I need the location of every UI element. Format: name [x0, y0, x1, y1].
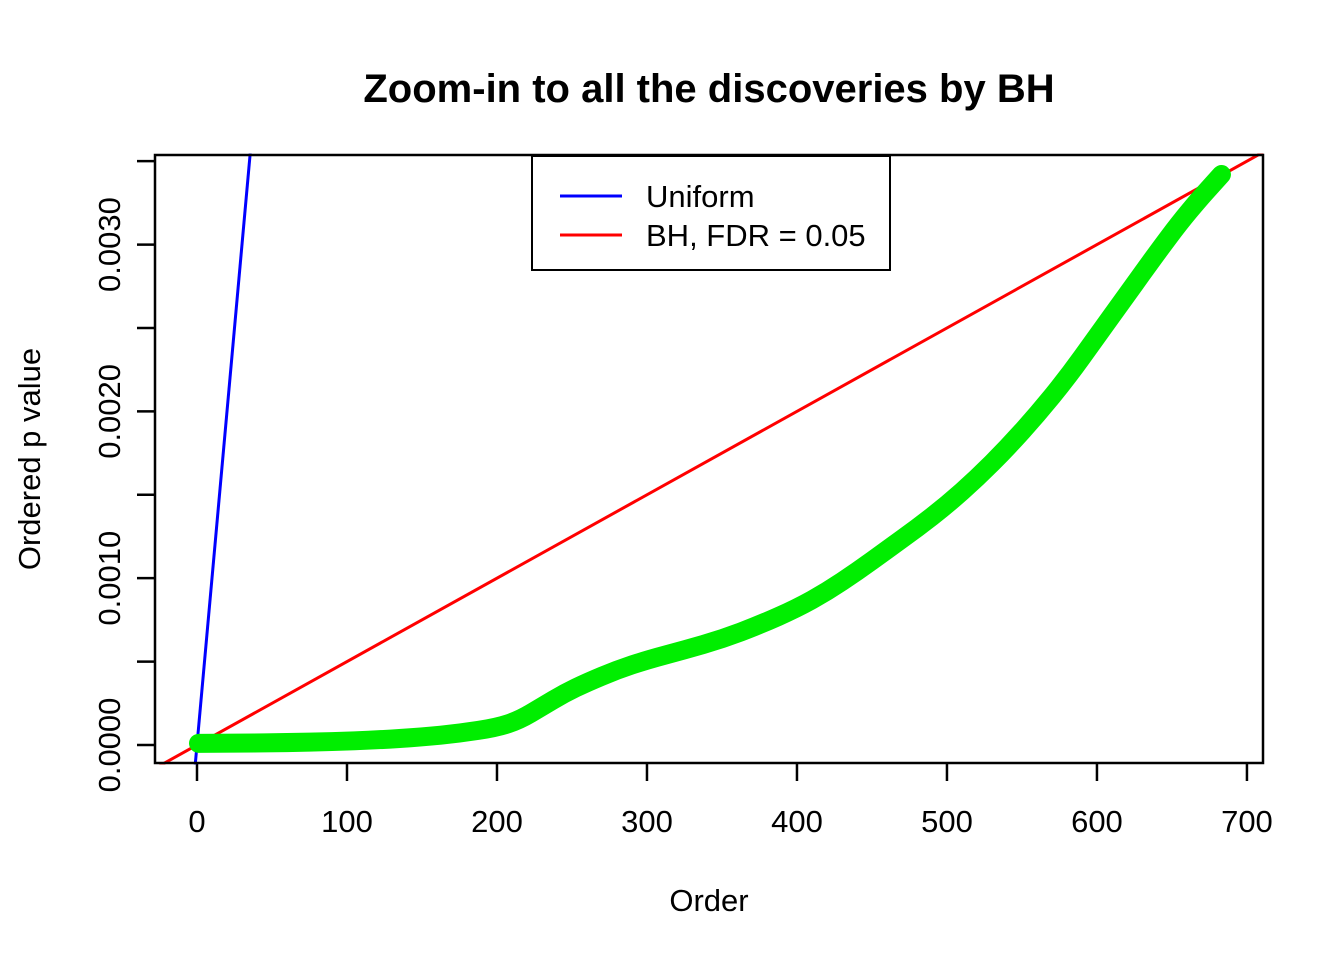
x-tick-label: 700 — [1221, 804, 1273, 839]
x-tick-label: 600 — [1071, 804, 1123, 839]
y-tick-label: 0.0000 — [92, 698, 127, 793]
legend-label-uniform: Uniform — [646, 179, 755, 214]
x-tick-label: 300 — [621, 804, 673, 839]
y-tick-label: 0.0020 — [92, 364, 127, 459]
x-axis-title: Order — [669, 883, 748, 918]
x-tick-label: 0 — [188, 804, 205, 839]
x-tick-label: 100 — [321, 804, 373, 839]
x-tick-label: 400 — [771, 804, 823, 839]
y-axis-ticks: 0.0000 0.0010 0.0020 0.0030 — [92, 159, 155, 793]
legend-box — [531, 155, 891, 271]
series-line-bh-fdr-0-05 — [158, 153, 1264, 765]
series-line-uniform — [193, 153, 252, 765]
legend-label-bh: BH, FDR = 0.05 — [646, 218, 866, 253]
plot-series — [158, 153, 1264, 765]
series-points-ordered-p-values — [188, 165, 1231, 753]
x-tick-label: 500 — [921, 804, 973, 839]
x-axis-ticks: 0 100 200 300 400 500 600 700 — [188, 763, 1273, 839]
y-axis-title: Ordered p value — [12, 348, 47, 570]
y-tick-label: 0.0030 — [92, 197, 127, 292]
x-tick-label: 200 — [471, 804, 523, 839]
y-tick-label: 0.0010 — [92, 531, 127, 626]
chart-title: Zoom-in to all the discoveries by BH — [363, 67, 1054, 111]
legend: Uniform BH, FDR = 0.05 — [531, 155, 891, 271]
